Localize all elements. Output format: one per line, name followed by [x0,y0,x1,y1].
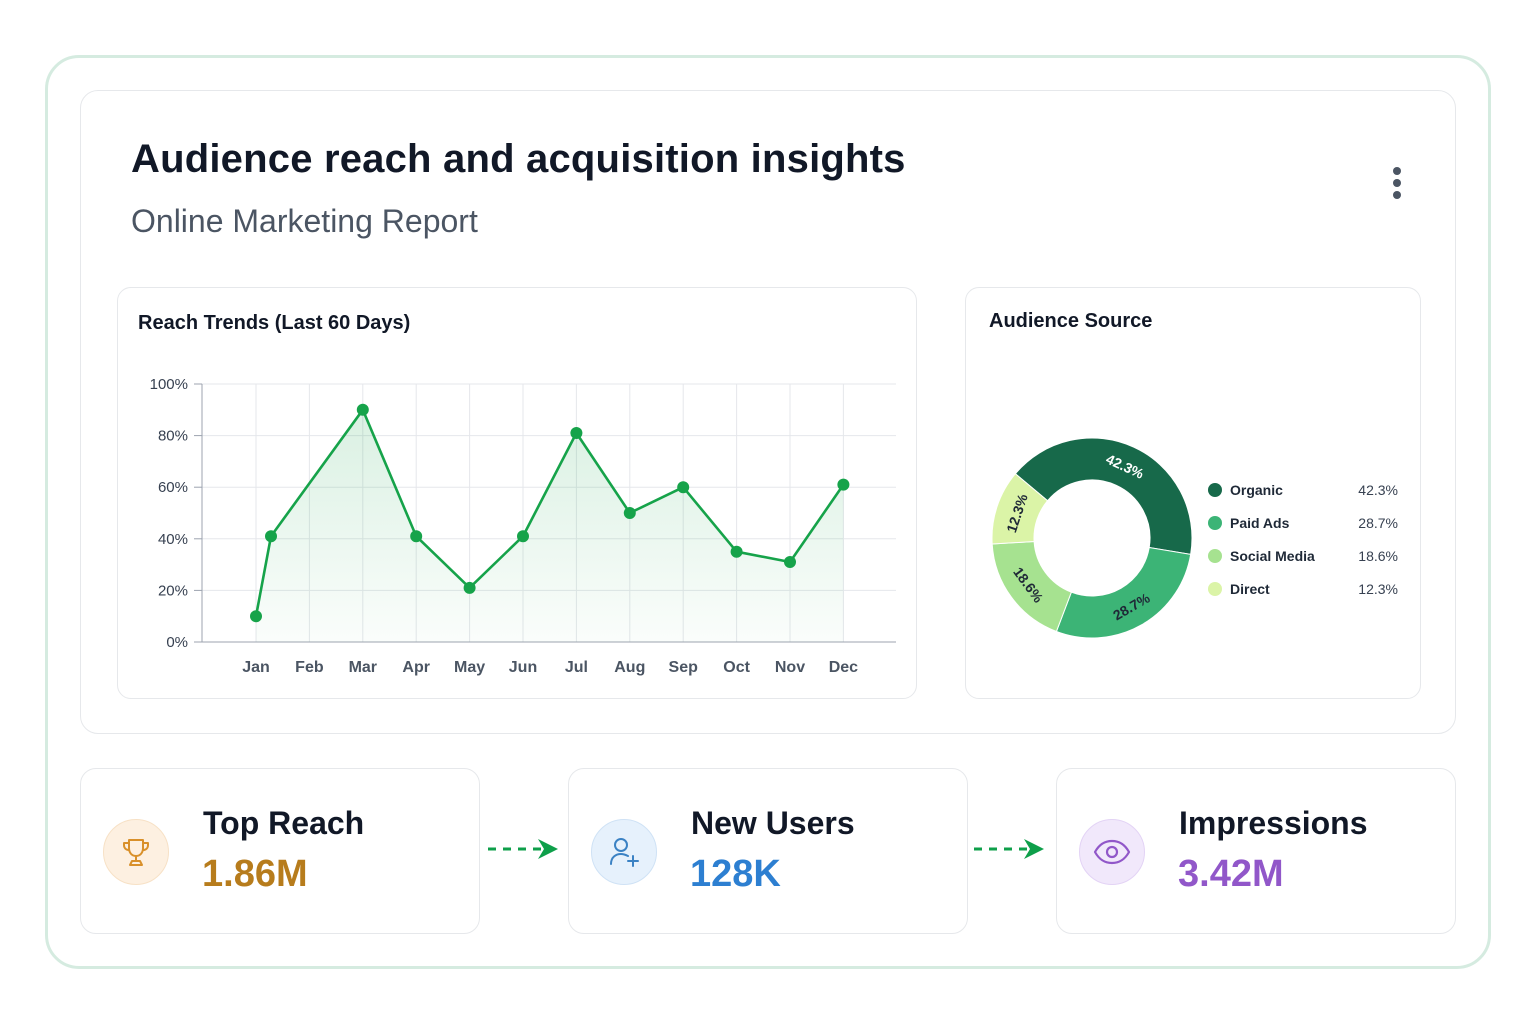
y-tick-label: 60% [158,479,188,496]
data-point [837,478,850,491]
x-tick-label: Aug [614,659,645,676]
legend-label: Paid Ads [1230,515,1290,531]
donut-slice [991,473,1049,545]
stat-label: New Users [691,805,855,841]
stat-card-top-reach: Top Reach 1.86M [80,768,480,934]
y-tick-label: 40% [158,531,188,548]
page-subtitle: Online Marketing Report [131,203,478,239]
x-tick-label: Jan [242,659,270,676]
legend-value: 12.3% [1358,581,1398,597]
data-point [250,610,262,623]
reach-trends-panel: Reach Trends (Last 60 Days) 0% 20% 40% 60% 8… [117,287,917,699]
y-tick-label: 80% [158,428,188,445]
x-tick-label: Sep [669,659,699,676]
legend-label: Direct [1230,581,1270,597]
insights-card: Audience reach and acquisition insights … [80,90,1456,734]
legend-value: 28.7% [1358,515,1398,531]
reach-trends-chart: 0% 20% 40% 60% 80% 100% Jan Feb Mar Apr May Jun Jul A… [150,376,896,676]
data-point [517,530,529,543]
x-tick-label: Mar [349,659,377,676]
user-plus-icon [591,819,657,885]
audience-source-donut: 42.3%28.7%18.6%12.3% [991,437,1193,639]
stat-card-impressions: Impressions 3.42M [1056,768,1456,934]
x-tick-label: May [454,659,485,676]
more-vertical-icon[interactable] [1383,161,1411,205]
legend-swatch [1208,483,1222,497]
series-line [254,408,845,617]
data-point [677,481,690,494]
legend-item: Organic 42.3% [1208,480,1398,502]
audience-source-panel: Audience Source 42.3% 28.7% 18.6% 12.3% Org… [965,287,1421,699]
x-tick-label: Oct [723,659,750,676]
x-tick-label: Dec [829,659,858,676]
legend-label: Organic [1230,482,1283,498]
reach-trends-title: Reach Trends (Last 60 Days) [138,312,411,334]
area-fill [256,409,844,642]
stat-value: 128K [690,853,781,895]
data-point [463,581,476,594]
stat-value: 3.42M [1178,853,1284,895]
legend-swatch [1208,582,1222,596]
trophy-icon [103,819,169,885]
dashed-arrow-right-icon [488,839,558,859]
data-point [784,556,796,569]
legend-item: Social Media 18.6% [1208,546,1398,568]
dashed-arrow-right-icon [974,839,1044,859]
stat-value: 1.86M [202,853,308,895]
stat-label: Impressions [1179,805,1368,841]
x-tick-label: Apr [402,659,430,676]
legend-swatch [1208,549,1222,563]
x-tick-label: Jun [509,659,537,676]
stat-card-new-users: New Users 128K [568,768,968,934]
y-tick-label: 0% [166,634,188,651]
x-tick-label: Jul [565,659,588,676]
data-point [410,530,423,543]
y-tick-label: 100% [150,376,188,393]
legend-swatch [1208,516,1222,530]
donut-slice [1014,437,1193,555]
data-point [265,530,277,543]
page-title: Audience reach and acquisition insights [131,137,906,181]
legend-label: Social Media [1230,548,1315,564]
x-tick-label: Nov [775,659,805,676]
data-point [730,545,743,558]
data-point [570,427,583,440]
audience-source-title: Audience Source [989,310,1153,332]
legend-item: Paid Ads 28.7% [1208,513,1398,535]
legend-value: 18.6% [1358,548,1398,564]
data-point [356,403,369,416]
donut-slice [1055,546,1192,639]
y-tick-label: 20% [158,582,188,599]
data-point [623,507,636,519]
legend-value: 42.3% [1358,482,1398,498]
legend-item: Direct 12.3% [1208,579,1398,601]
stat-label: Top Reach [203,805,365,841]
x-tick-label: Feb [295,659,324,676]
eye-icon [1079,819,1145,885]
